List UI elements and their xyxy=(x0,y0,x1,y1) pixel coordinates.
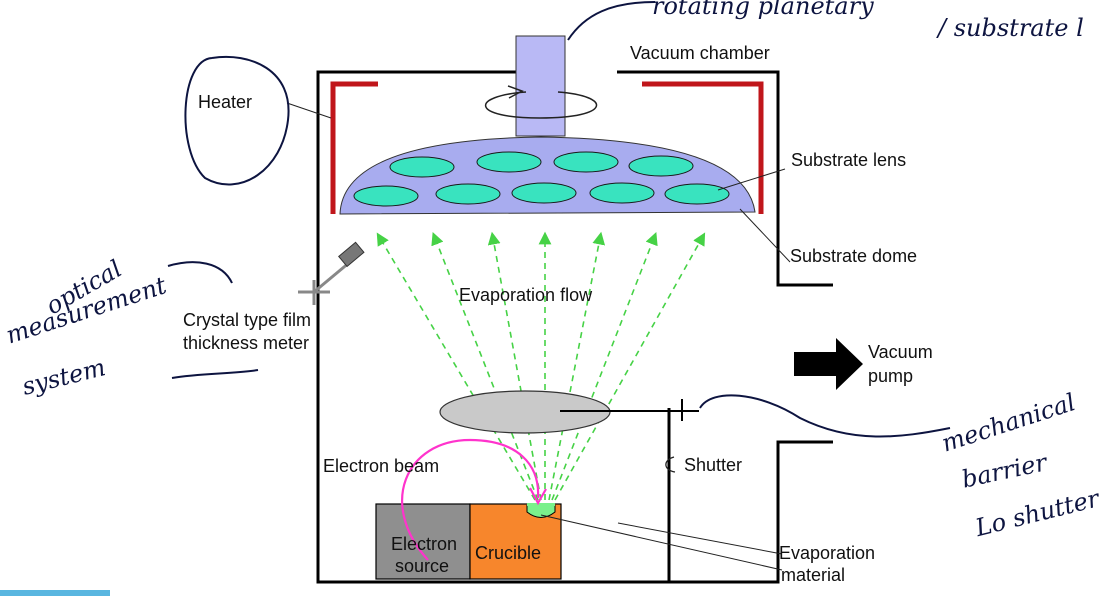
label-electron-source-line2: source xyxy=(395,556,449,576)
label-crystal-meter-line2: thickness meter xyxy=(183,333,309,353)
substrate-lens xyxy=(664,183,730,205)
label-crucible: Crucible xyxy=(475,543,541,563)
hand-note-top: rotating planetary xyxy=(652,0,874,20)
vacuum-chamber-wall xyxy=(316,70,833,584)
heater-elements xyxy=(330,81,764,214)
hand-note-optical-3: system xyxy=(19,353,108,401)
substrate-lens xyxy=(553,151,619,173)
evaporation-flow-arrows xyxy=(376,231,706,501)
evaporation-material xyxy=(526,505,556,518)
label-vacuum-pump-line2: pump xyxy=(868,366,913,386)
label-electron-beam: Electron beam xyxy=(323,456,439,476)
label-vacuum-pump-line1: Vacuum xyxy=(868,342,933,362)
label-crystal-meter-line1: Crystal type film xyxy=(183,310,311,330)
label-evaporation-material-line2: material xyxy=(781,565,845,585)
label-heater: Heater xyxy=(198,92,252,112)
electron-beam-arrow xyxy=(401,438,540,561)
shutter-rotation-icon xyxy=(665,456,676,473)
electron-source xyxy=(375,503,471,580)
footer-accent-bar xyxy=(0,590,110,596)
substrate-lens xyxy=(628,155,694,177)
hand-line-optical xyxy=(167,261,233,284)
hand-note-mech-3: Lo shutter xyxy=(972,484,1104,542)
crystal-thickness-meter xyxy=(298,241,365,305)
hand-note-top-right: / substrate l xyxy=(936,14,1084,42)
substrate-lens-group xyxy=(353,151,730,207)
hand-note-mech-1: mechanical xyxy=(938,388,1079,458)
label-pointers xyxy=(286,102,791,571)
substrate-lens xyxy=(476,151,542,173)
label-shutter: Shutter xyxy=(684,455,742,475)
label-evaporation-flow: Evaporation flow xyxy=(459,285,593,305)
hand-line-mechanical xyxy=(699,394,951,438)
substrate-lens xyxy=(511,182,577,204)
vacuum-pump-arrow xyxy=(794,338,863,390)
rotation-arrow xyxy=(484,91,598,119)
hand-line-system xyxy=(171,369,259,379)
substrate-lens xyxy=(389,156,455,178)
substrate-lens xyxy=(353,185,419,207)
hand-curve-top xyxy=(567,1,656,41)
label-substrate-dome: Substrate dome xyxy=(790,246,917,266)
hand-note-mech-2: barrier xyxy=(959,448,1050,494)
substrate-lens xyxy=(589,182,655,204)
rotation-shaft xyxy=(515,35,566,137)
label-electron-source-line1: Electron xyxy=(391,534,457,554)
label-vacuum-chamber: Vacuum chamber xyxy=(630,43,770,63)
label-evaporation-material-line1: Evaporation xyxy=(779,543,875,563)
hand-circle-heater xyxy=(184,56,290,186)
label-substrate-lens: Substrate lens xyxy=(791,150,906,170)
substrate-lens xyxy=(435,183,501,205)
